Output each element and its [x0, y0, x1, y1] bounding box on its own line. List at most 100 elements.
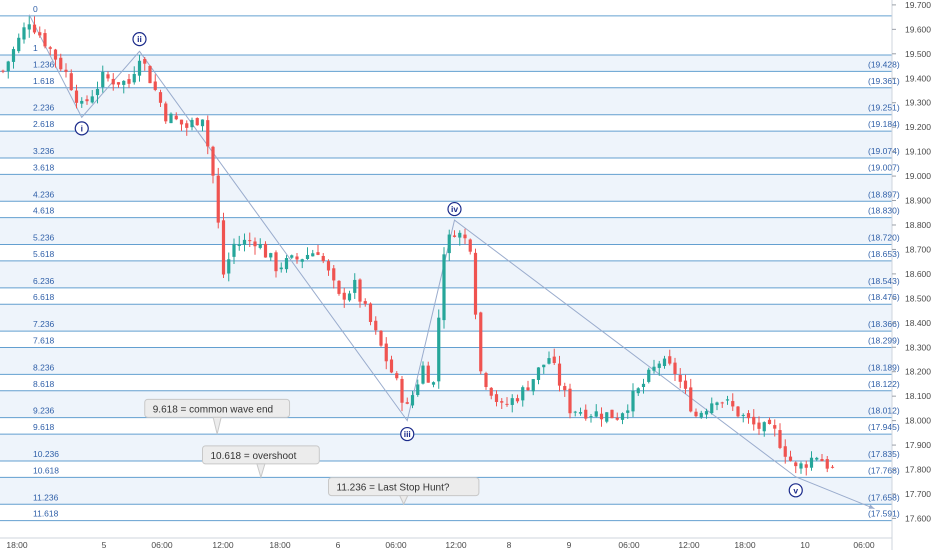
candle-body [74, 90, 79, 103]
fib-level-label: 6.236 [33, 276, 55, 286]
candle-body [557, 363, 562, 386]
candle-body [615, 417, 619, 420]
x-tick-label: 12:00 [445, 540, 467, 550]
fib-band [0, 434, 892, 461]
candle-body [678, 374, 682, 382]
candle-body [358, 279, 362, 302]
fib-level-value: (17.658) [868, 492, 900, 502]
candle-body [778, 430, 782, 448]
candle-body [116, 82, 121, 85]
candle-body [316, 252, 320, 255]
candle-body [683, 380, 688, 389]
candle-body [290, 255, 294, 258]
candle-body [59, 57, 63, 70]
fib-level-label: 2.618 [33, 119, 55, 129]
candle-body [725, 399, 730, 401]
y-tick-label: 18.400 [905, 318, 931, 328]
fib-level-value: (18.830) [868, 206, 900, 216]
candle-body [720, 402, 724, 404]
candle-body [489, 387, 493, 396]
candle-body [227, 259, 231, 274]
candle-body [526, 387, 530, 391]
candle-body [500, 401, 504, 403]
candle-body [127, 79, 131, 84]
fib-level-label: 9.618 [33, 422, 55, 432]
candle-body [736, 406, 740, 417]
candle-body [578, 412, 583, 414]
candle-body [347, 293, 352, 301]
fib-level-label: 10.618 [33, 465, 59, 475]
candle-body [253, 241, 257, 247]
fib-level-label: 9.236 [33, 406, 55, 416]
wave-marker-circle [447, 201, 462, 217]
candle-body [389, 359, 394, 373]
candles [1, 16, 835, 476]
x-tick-label: 06:00 [385, 540, 407, 550]
fib-level-value: (18.012) [868, 406, 900, 416]
y-tick-label: 18.300 [905, 342, 931, 352]
y-tick-label: 18.900 [905, 196, 931, 206]
candle-body [563, 386, 567, 391]
callout: 9.618 = common wave end [144, 398, 291, 435]
candle-body [395, 373, 399, 379]
candle-body [599, 413, 604, 420]
candle-body [137, 60, 142, 76]
y-tick-label: 19.400 [905, 73, 931, 83]
candle-body [573, 411, 577, 413]
wave-marker-label: iii [404, 429, 411, 439]
candle-body [6, 61, 10, 72]
x-tick-label: 18:00 [734, 540, 756, 550]
candle-body [783, 446, 787, 457]
candle-body [626, 410, 630, 413]
wave-path [28, 14, 875, 510]
y-tick-label: 17.700 [905, 489, 931, 499]
candle-body [594, 411, 598, 417]
fib-level-label: 0 [33, 4, 38, 14]
candle-body [473, 252, 478, 315]
candle-body [95, 88, 100, 96]
fib-level-value: (19.251) [868, 103, 900, 113]
fib-level-label: 4.618 [33, 206, 55, 216]
fib-level-label: 1.618 [33, 76, 55, 86]
candle-body [820, 459, 824, 462]
candle-body [568, 388, 572, 414]
y-tick-label: 19.600 [905, 24, 931, 34]
candle-body [694, 411, 698, 417]
candle-body [353, 279, 357, 293]
fib-level-label: 3.618 [33, 162, 55, 172]
candle-body [536, 367, 541, 380]
candle-body [521, 387, 525, 401]
candle-body [143, 58, 147, 64]
candle-body [416, 384, 420, 395]
x-tick-label: 5 [102, 540, 107, 550]
fib-level-label: 8.618 [33, 379, 55, 389]
candle-body [746, 413, 751, 419]
candle-body [589, 416, 593, 418]
y-tick-label: 19.300 [905, 98, 931, 108]
candle-body [657, 363, 661, 368]
candle-body [431, 382, 436, 385]
x-tick-label: 12:00 [212, 540, 234, 550]
x-tick-label: 06:00 [853, 540, 875, 550]
fib-level-label: 11.236 [33, 492, 59, 502]
candle-body [27, 24, 31, 30]
candle-body [90, 96, 94, 103]
wave-marker-label: v [793, 485, 798, 495]
candle-body [584, 409, 588, 419]
candle-body [757, 422, 761, 429]
x-tick-label: 6 [336, 540, 341, 550]
callout-text: 11.236 = Last Stop Hunt? [337, 483, 450, 494]
candle-body [342, 292, 346, 300]
candle-body [80, 100, 84, 104]
candle-body [17, 37, 21, 52]
candle-body [825, 459, 829, 469]
candle-body [647, 369, 651, 382]
candle-body [426, 365, 430, 383]
fib-level-label: 6.618 [33, 292, 55, 302]
fib-level-value: (19.361) [868, 76, 900, 86]
candle-body [242, 239, 247, 245]
callout: 11.236 = Last Stop Hunt? [328, 477, 480, 506]
candle-body [106, 74, 110, 79]
candle-body [494, 394, 499, 402]
